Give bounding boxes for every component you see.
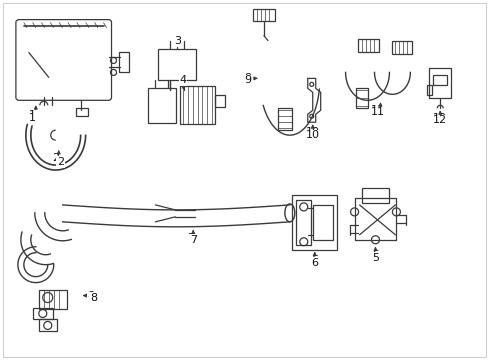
Text: 11: 11: [370, 107, 384, 117]
Bar: [432, 75, 447, 85]
Bar: [180, 86, 215, 124]
Bar: [33, 307, 53, 319]
Bar: [215, 95, 224, 107]
Bar: [361, 188, 388, 203]
Bar: [427, 85, 431, 95]
Text: 6: 6: [310, 258, 318, 268]
Text: 9: 9: [244, 73, 251, 84]
Bar: [295, 200, 310, 245]
Text: 8: 8: [90, 293, 97, 302]
Text: 2: 2: [52, 153, 59, 163]
Bar: [291, 195, 336, 250]
Bar: [148, 88, 176, 123]
Bar: [428, 68, 450, 98]
Bar: [158, 49, 196, 80]
Bar: [357, 39, 379, 53]
Text: 1: 1: [29, 113, 36, 123]
Text: 2: 2: [57, 157, 64, 167]
Bar: [277, 108, 291, 130]
Text: 5: 5: [371, 250, 378, 260]
Text: 7: 7: [189, 235, 196, 245]
Text: 1: 1: [29, 110, 36, 120]
Bar: [39, 289, 66, 310]
Text: 8: 8: [87, 291, 94, 301]
Text: 12: 12: [432, 113, 447, 123]
Bar: [39, 319, 57, 332]
Text: 10: 10: [305, 130, 319, 140]
Text: 11: 11: [370, 105, 384, 115]
Bar: [252, 9, 274, 21]
Text: 9: 9: [244, 75, 251, 85]
Text: 7: 7: [186, 233, 193, 243]
Bar: [354, 198, 396, 240]
Bar: [76, 108, 87, 116]
Text: 3: 3: [173, 36, 181, 46]
Text: 12: 12: [432, 115, 447, 125]
Text: 6: 6: [310, 255, 318, 265]
Bar: [119, 53, 129, 72]
Bar: [312, 205, 332, 240]
Text: 10: 10: [305, 127, 319, 137]
Text: 4: 4: [179, 77, 186, 87]
Bar: [392, 41, 411, 54]
Bar: [355, 88, 367, 108]
Text: 5: 5: [371, 253, 378, 263]
Text: 3: 3: [173, 37, 181, 48]
Text: 4: 4: [179, 75, 186, 85]
